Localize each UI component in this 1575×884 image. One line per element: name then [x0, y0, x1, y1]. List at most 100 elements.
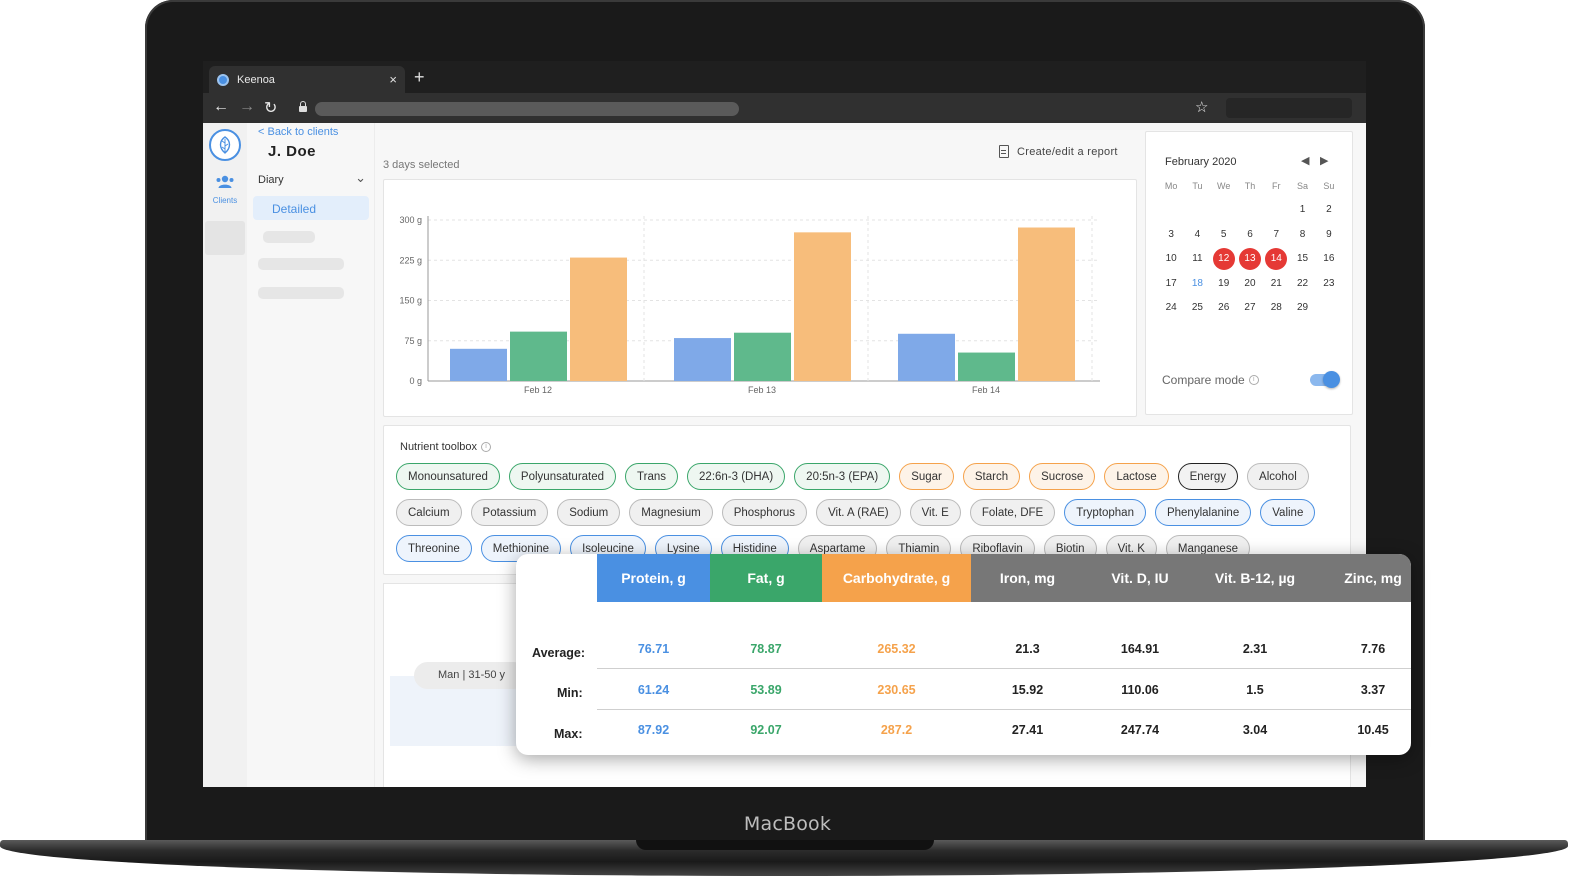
nutrient-chip[interactable]: Potassium: [470, 499, 549, 526]
calendar-day[interactable]: 5: [1220, 228, 1227, 240]
nutrient-chip[interactable]: Energy: [1177, 463, 1239, 490]
table-cell: 3.37: [1360, 682, 1386, 697]
calendar-day[interactable]: 11: [1192, 253, 1203, 264]
calendar-day[interactable]: 22: [1297, 277, 1309, 289]
calendar-day[interactable]: 3: [1168, 228, 1174, 240]
table-row-max: 87.92 92.07 287.2 27.41 247.74 3.04 10.45: [597, 710, 1411, 750]
nutrient-chip[interactable]: Phosphorus: [721, 499, 808, 526]
back-to-clients-link[interactable]: < Back to clients: [258, 126, 339, 138]
nutrient-chip[interactable]: Sucrose: [1029, 463, 1096, 490]
calendar-day[interactable]: 20: [1244, 277, 1256, 289]
calendar-week-row: 10 11 12 13 14 15 16: [1158, 247, 1342, 272]
nutrient-chip[interactable]: Sodium: [557, 499, 621, 526]
address-bar[interactable]: [315, 102, 739, 116]
calendar-day[interactable]: 21: [1270, 277, 1282, 289]
nutrient-chip[interactable]: Monounsatured: [396, 463, 500, 490]
table-column-header[interactable]: Protein, g: [597, 554, 710, 602]
nutrient-chip[interactable]: Vit. A (RAE): [816, 499, 901, 526]
calendar-day[interactable]: 29: [1297, 302, 1309, 313]
compare-mode-label: Compare mode: [1162, 373, 1245, 387]
table-column-header[interactable]: Iron, mg: [971, 554, 1084, 602]
calendar-day[interactable]: 28: [1270, 302, 1282, 313]
nutrient-chip[interactable]: Starch: [962, 463, 1021, 490]
forward-arrow-icon[interactable]: →: [239, 98, 255, 115]
rail-clients-label: Clients: [212, 196, 238, 205]
table-cell: 230.65: [877, 682, 916, 697]
info-icon[interactable]: i: [1248, 375, 1259, 385]
nutrient-chip[interactable]: Phenylalanine: [1154, 499, 1252, 526]
nutrient-chip[interactable]: Trans: [625, 463, 679, 490]
info-icon[interactable]: i: [481, 442, 492, 452]
calendar-day[interactable]: 9: [1326, 228, 1332, 240]
nutrient-chip[interactable]: Polyunsaturated: [508, 463, 617, 490]
reload-icon[interactable]: ↻: [264, 100, 278, 117]
compare-mode-toggle[interactable]: [1310, 371, 1340, 388]
nutrient-chip[interactable]: Magnesium: [629, 499, 713, 526]
y-tick-label: 75 g: [404, 336, 422, 346]
calendar-day[interactable]: 12: [1211, 247, 1237, 272]
nutrient-chip[interactable]: Sugar: [899, 463, 954, 490]
table-cell: 265.32: [877, 641, 916, 656]
app-logo[interactable]: [209, 129, 241, 161]
sidebar-item-detailed[interactable]: Detailed: [253, 196, 369, 220]
close-icon[interactable]: ×: [389, 72, 397, 87]
table-column-header[interactable]: Vit. D, IU: [1084, 554, 1196, 602]
nutrient-chip[interactable]: Threonine: [396, 535, 472, 562]
calendar-day[interactable]: 26: [1218, 302, 1230, 313]
calendar-day[interactable]: 27: [1244, 302, 1256, 313]
calendar-day[interactable]: 13: [1237, 247, 1263, 272]
nutrient-chip[interactable]: Calcium: [396, 499, 462, 526]
calendar-day[interactable]: 6: [1247, 228, 1253, 240]
calendar-week-row: 3 4 5 6 7 8 9: [1158, 223, 1342, 248]
calendar-day[interactable]: 15: [1297, 253, 1309, 264]
laptop-notch: [636, 840, 934, 850]
table-column-header[interactable]: Carbohydrate, g: [822, 554, 971, 602]
laptop-brand-label: MacBook: [743, 813, 832, 835]
rail-clients-item[interactable]: Clients: [203, 175, 247, 205]
calendar-empty-cell: [1263, 198, 1289, 223]
calendar-day[interactable]: 17: [1165, 277, 1177, 289]
nutrient-chip[interactable]: Valine: [1260, 499, 1316, 526]
table-cell: 78.87: [750, 641, 782, 656]
calendar-day[interactable]: 7: [1273, 228, 1280, 240]
calendar-day[interactable]: 8: [1299, 228, 1306, 240]
nutrient-chip[interactable]: Vit. E: [909, 499, 961, 526]
back-arrow-icon[interactable]: ←: [213, 98, 229, 115]
calendar-day[interactable]: 25: [1191, 302, 1203, 313]
nutrient-chip[interactable]: Folate, DFE: [969, 499, 1056, 526]
calendar-title: February 2020: [1165, 156, 1237, 168]
new-tab-icon[interactable]: +: [414, 67, 425, 87]
calendar-day[interactable]: 10: [1165, 253, 1177, 264]
star-icon[interactable]: ☆: [1195, 99, 1209, 116]
table-cell: 92.07: [750, 723, 782, 737]
nutrient-chip[interactable]: 22:6n-3 (DHA): [687, 463, 786, 490]
demographic-pill[interactable]: Man | 31-50 y: [414, 662, 528, 689]
client-sidebar: < Back to clients J. Doe Diary ⌄ Detaile…: [247, 123, 375, 787]
calendar-day[interactable]: 2: [1326, 204, 1332, 215]
nutrient-chip[interactable]: Lactose: [1104, 463, 1169, 490]
calendar-day[interactable]: 4: [1194, 228, 1201, 240]
browser-tab[interactable]: Keenoa ×: [209, 66, 405, 93]
nutrient-chip[interactable]: 20:5n-3 (EPA): [794, 463, 891, 490]
table-cell: 87.92: [637, 723, 670, 737]
diary-menu[interactable]: Diary ⌄: [258, 171, 366, 186]
table-column-header[interactable]: Fat, g: [710, 554, 822, 602]
calendar-prev-icon[interactable]: ◀: [1301, 155, 1310, 167]
create-report-button[interactable]: Create/edit a report: [999, 145, 1118, 158]
nutrient-chip[interactable]: Tryptophan: [1064, 499, 1146, 526]
calendar-next-icon[interactable]: ▶: [1320, 155, 1329, 167]
calendar-day[interactable]: 16: [1323, 253, 1335, 264]
row-label-average: Average:: [532, 646, 586, 660]
calendar-day[interactable]: 18: [1191, 277, 1203, 289]
weekday-label: Sa: [1297, 181, 1309, 191]
calendar-day[interactable]: 19: [1218, 277, 1230, 289]
calendar-day[interactable]: 1: [1299, 204, 1306, 215]
calendar-day[interactable]: 24: [1165, 302, 1177, 313]
calendar-day[interactable]: 14: [1263, 247, 1289, 272]
calendar-week-row: 24 25 26 27 28 29: [1158, 296, 1342, 321]
nutrient-chip[interactable]: Alcohol: [1247, 463, 1309, 490]
calendar-day[interactable]: 23: [1323, 277, 1335, 289]
table-column-header[interactable]: Vit. B-12, µg: [1196, 554, 1314, 602]
browser-profile-area[interactable]: [1226, 98, 1352, 118]
table-column-header[interactable]: Zinc, mg: [1314, 554, 1411, 602]
